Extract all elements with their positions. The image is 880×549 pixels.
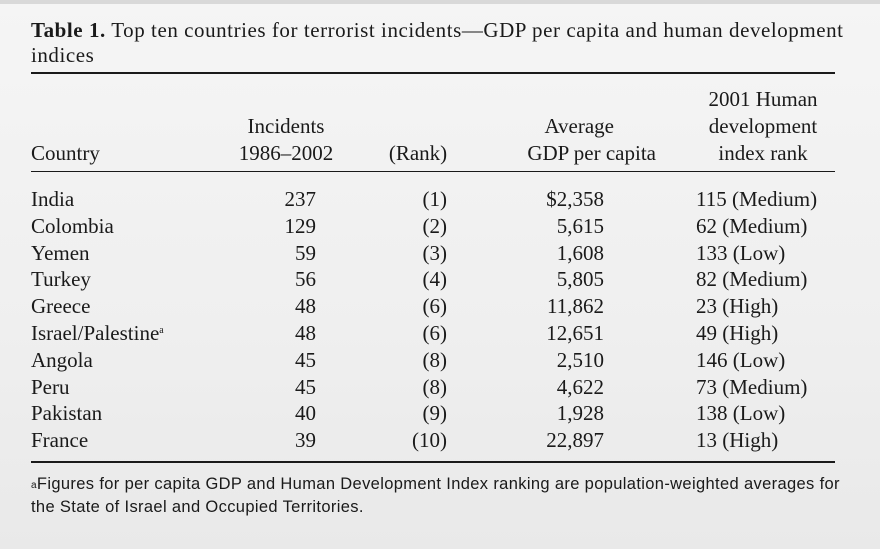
table-row: Yemen 59 (3) 1,608 133 (Low) <box>0 240 880 267</box>
cell-gdp: 1,608 <box>556 240 604 265</box>
cell-rank: (2) <box>422 213 448 238</box>
footnote-marker: a <box>31 480 37 491</box>
table-row: Colombia 129 (2) 5,615 62 (Medium) <box>0 213 880 240</box>
table-bottom-rule <box>31 461 835 463</box>
cell-incidents: 40 <box>295 401 316 426</box>
cell-rank: (1) <box>422 187 448 211</box>
table-row: Peru 45 (8) 4,622 73 (Medium) <box>0 374 880 401</box>
table-row: Turkey 56 (4) 5,805 82 (Medium) <box>0 266 880 293</box>
cell-country: Turkey <box>31 267 91 292</box>
footnote-marker: a <box>159 324 164 336</box>
cell-incidents: 129 <box>284 213 317 238</box>
header-gdp-line1: Average <box>544 114 614 138</box>
cell-hdi: 146 (Low) <box>696 347 786 372</box>
cell-incidents: 45 <box>295 347 316 372</box>
cell-gdp: 12,651 <box>546 320 604 345</box>
cell-rank: (9) <box>422 401 448 426</box>
cell-rank: (4) <box>422 267 448 292</box>
header-hdi-line2: development <box>708 114 818 138</box>
cell-country: Colombia <box>31 213 114 238</box>
cell-gdp: 5,615 <box>556 213 604 238</box>
cell-country: Angola <box>31 347 93 372</box>
cell-rank: (3) <box>422 240 448 265</box>
table-caption-label: Table 1. <box>31 18 106 42</box>
cell-country-text: Israel/Palestine <box>31 320 160 345</box>
cell-gdp: 1,928 <box>556 401 604 426</box>
cell-incidents: 39 <box>295 428 316 453</box>
header-incidents-line2: 1986–2002 <box>238 141 334 165</box>
table-caption-text: Top ten countries for terrorist incident… <box>31 18 844 67</box>
cell-rank: (8) <box>422 374 448 399</box>
cell-gdp: 5,805 <box>556 267 604 292</box>
cell-gdp: $2,358 <box>546 187 604 211</box>
cell-incidents: 48 <box>295 320 316 345</box>
footnote-text: Figures for per capita GDP and Human Dev… <box>31 475 840 516</box>
header-country: Country <box>31 141 100 165</box>
cell-hdi: 115 (Medium) <box>696 187 818 211</box>
cell-rank: (6) <box>422 294 448 319</box>
cell-hdi: 133 (Low) <box>696 240 786 265</box>
cell-incidents: 45 <box>295 374 316 399</box>
cell-country: Peru <box>31 374 70 399</box>
header-rule <box>31 171 835 172</box>
header-hdi-line1: 2001 Human <box>708 87 818 111</box>
header-incidents: Incidents 1986–2002 <box>226 113 346 167</box>
table-row: Israel/Palestinea 48 (6) 12,651 49 (High… <box>0 320 880 347</box>
table-row: Greece 48 (6) 11,862 23 (High) <box>0 293 880 320</box>
cell-hdi: 82 (Medium) <box>696 267 808 292</box>
cell-country: Israel/Palestinea <box>31 320 164 347</box>
table-top-rule <box>31 72 835 74</box>
header-rank: (Rank) <box>388 141 448 165</box>
cell-gdp: 4,622 <box>556 374 604 399</box>
cell-hdi: 23 (High) <box>696 294 779 319</box>
cell-hdi: 49 (High) <box>696 320 779 345</box>
cell-rank: (10) <box>412 428 447 453</box>
header-hdi: 2001 Human development index rank <box>688 86 838 167</box>
table-row: Pakistan 40 (9) 1,928 138 (Low) <box>0 400 880 427</box>
cell-gdp: 2,510 <box>556 347 604 372</box>
table-row: Angola 45 (8) 2,510 146 (Low) <box>0 347 880 374</box>
table-body: India 237 (1) $2,358 115 (Medium) Colomb… <box>0 186 880 454</box>
table-row: India 237 (1) $2,358 115 (Medium) <box>0 186 880 213</box>
table-row: France 39 (10) 22,897 13 (High) <box>0 427 880 454</box>
cell-hdi: 138 (Low) <box>696 401 786 426</box>
cell-gdp: 11,862 <box>547 294 604 319</box>
cell-country: Pakistan <box>31 401 103 426</box>
cell-country: France <box>31 428 89 453</box>
header-gdp: Average GDP per capita <box>490 113 656 167</box>
table-footnote: aFigures for per capita GDP and Human De… <box>31 473 843 519</box>
cell-incidents: 59 <box>295 240 316 265</box>
header-gdp-line2: GDP per capita <box>527 141 656 165</box>
cell-country: Yemen <box>31 240 90 265</box>
cell-gdp: 22,897 <box>546 428 604 453</box>
table-caption: Table 1. Top ten countries for terrorist… <box>31 18 846 68</box>
cell-incidents: 48 <box>295 294 316 319</box>
cell-country: India <box>31 187 75 211</box>
top-edge <box>0 0 880 4</box>
header-hdi-line3: index rank <box>718 141 808 165</box>
header-incidents-line1: Incidents <box>247 114 325 138</box>
cell-incidents: 56 <box>295 267 316 292</box>
cell-rank: (8) <box>422 347 448 372</box>
cell-hdi: 73 (Medium) <box>696 374 808 399</box>
cell-hdi: 62 (Medium) <box>696 213 808 238</box>
cell-hdi: 13 (High) <box>696 428 779 453</box>
cell-country: Greece <box>31 294 91 319</box>
cell-incidents: 237 <box>284 187 317 211</box>
cell-rank: (6) <box>422 320 448 345</box>
